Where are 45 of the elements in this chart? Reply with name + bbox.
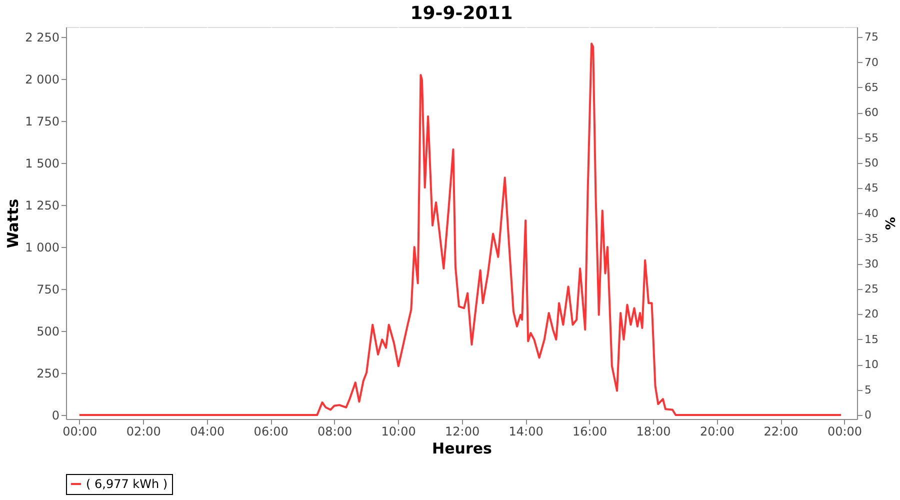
y-tick-label: 1 000 [25,240,60,255]
y2-tick-label: 50 [864,156,878,170]
y-tick-label: 250 [36,366,60,380]
y2-tick-label: 0 [864,408,872,422]
line-series [78,42,842,416]
y2-tick-label: 5 [864,383,872,396]
x-tick-label: 22:00 [764,424,798,438]
y2-tick-label: 40 [864,206,878,220]
y2-tick-label: 15 [864,332,878,346]
x-tick-label: 04:00 [190,424,225,438]
y2-tick-label: 55 [864,131,878,144]
legend-label: ( 6,977 kWh ) [86,477,168,491]
y2-tick-label: 35 [864,232,878,246]
y2-tick-label: 30 [864,257,878,270]
y2-tick-label: 60 [864,106,878,120]
x-tick-label: 00:00 [827,424,862,438]
x-tick-label: 10:00 [381,424,416,438]
y2-axis-title: % [881,216,896,230]
y-tick-label: 0 [52,408,60,422]
x-tick-label: 06:00 [254,424,288,438]
x-tick-label: 16:00 [572,424,608,438]
x-tick-label: 20:00 [700,424,735,438]
y-tick-label: 2 000 [25,72,60,87]
y-tick-label: 1 500 [25,156,60,171]
y2-tick-label: 75 [864,30,878,44]
y2-tick-label: 25 [864,282,878,296]
y-tick-label: 500 [36,324,60,338]
y-tick-label: 750 [36,282,60,297]
chart-title: 19-9-2011 [410,3,513,24]
x-axis-title: Heures [432,440,492,458]
x-tick-label: 02:00 [126,424,161,438]
y2-tick-label: 45 [864,182,878,195]
x-tick-label: 12:00 [445,424,480,438]
y2-tick-label: 20 [864,308,878,321]
x-tick-label: 18:00 [636,424,671,438]
x-tick-label: 08:00 [318,424,352,438]
x-tick-label: 00:00 [62,424,98,438]
y2-tick-label: 10 [864,358,878,372]
y-tick-label: 1 250 [25,198,60,213]
y-tick-label: 2 250 [25,30,60,45]
y-axis-title: Watts [4,198,22,248]
y2-tick-label: 65 [864,80,878,94]
y2-tick-label: 70 [864,56,878,69]
y-tick-label: 1 750 [25,114,60,129]
x-tick-label: 14:00 [508,424,544,438]
